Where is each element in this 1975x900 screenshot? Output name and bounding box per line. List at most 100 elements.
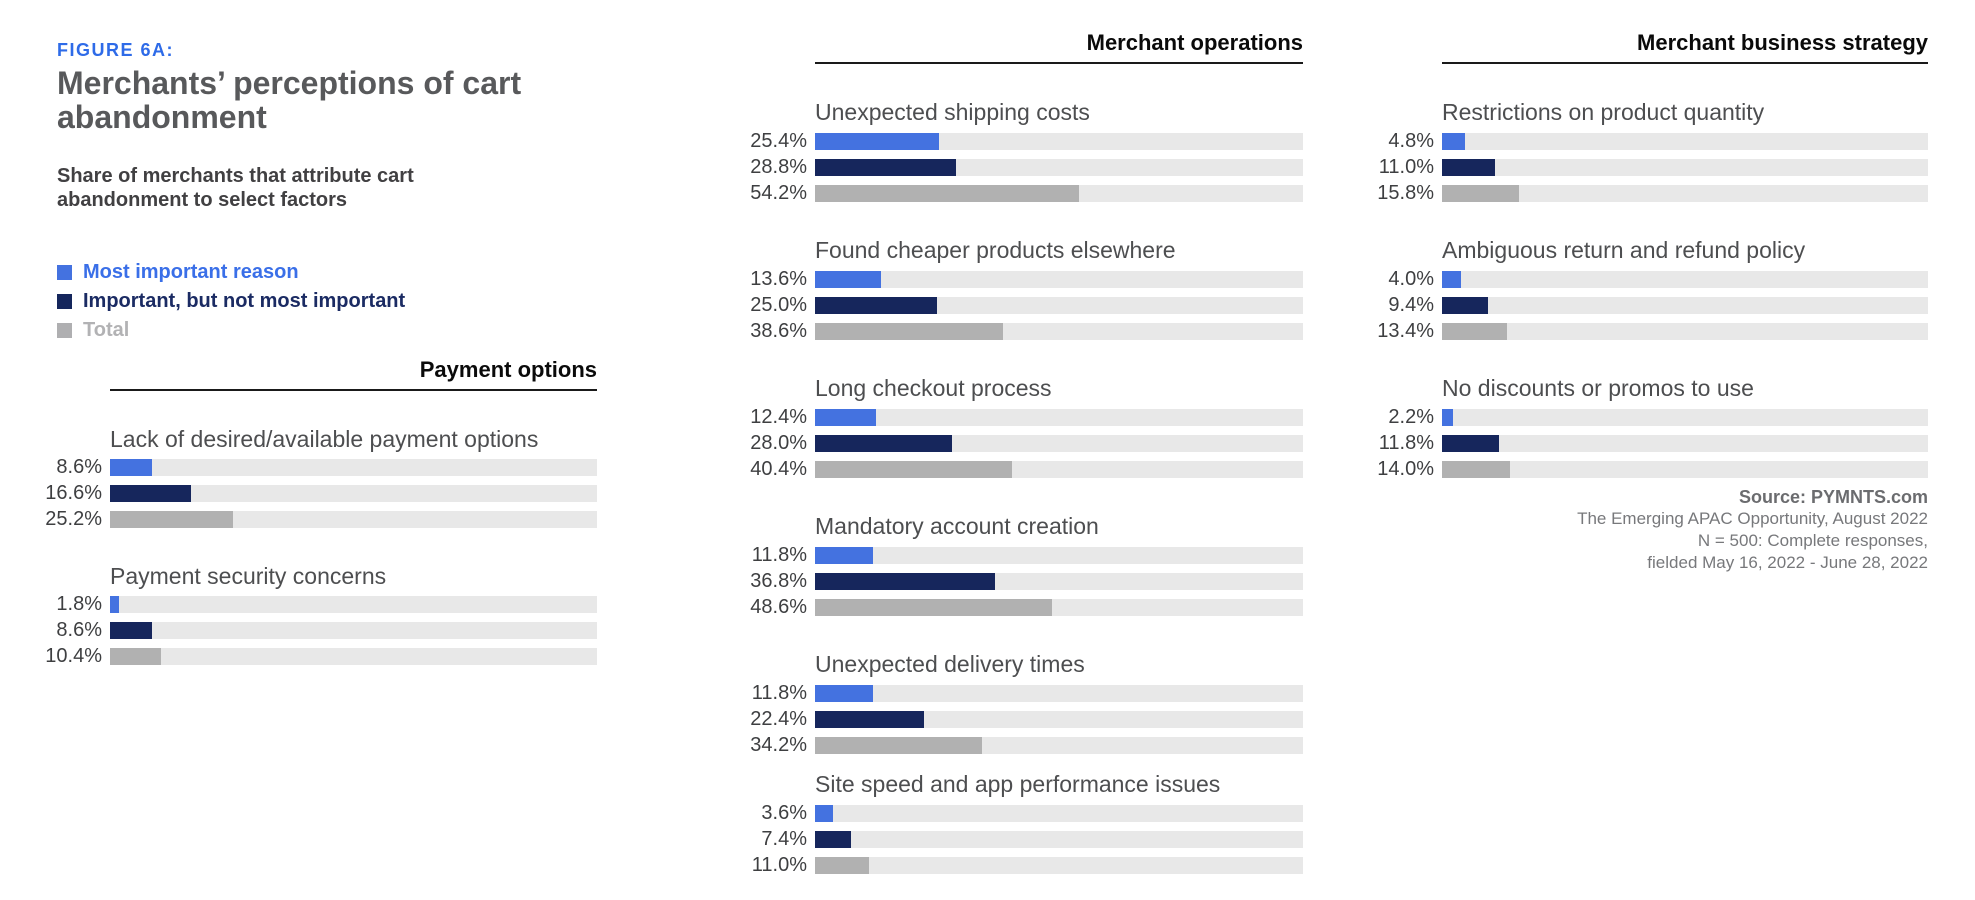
section-payment-options: Payment options Lack of desired/available… [40,357,597,667]
bar-value-label: 25.0% [750,294,807,316]
bar-track [1442,271,1928,288]
bar-row: 25.2% [40,509,597,529]
bar-value-label: 38.6% [750,320,807,342]
bar-track [110,622,597,639]
bar-fill-important-not-most-important [815,711,925,728]
section-header: Payment options [110,357,597,391]
legend-label: Most important reason [83,261,299,283]
bar-group-title: Restrictions on product quantity [1442,99,1765,125]
bar-track [110,596,597,613]
bar-value-label: 8.6% [56,456,102,478]
bar-fill-total [815,185,1080,202]
bar-row: 2.2% [1372,406,1928,428]
bar-fill-total [815,599,1053,616]
bar-group: Found cheaper products elsewhere 13.6% 25.… [745,236,1303,342]
bar-value-label: 9.4% [1388,294,1434,316]
bar-fill-most-important-reason [815,133,939,150]
bar-fill-total [815,461,1013,478]
bar-value-label: 2.2% [1388,406,1434,428]
bar-value-label: 28.0% [750,432,807,454]
bar-value-label: 48.6% [750,596,807,618]
right-column: Merchant business strategy Restrictions o… [1372,30,1928,574]
bar-group-title: Long checkout process [815,375,1052,401]
legend-swatch-icon [57,323,72,338]
section-header: Merchant operations [815,30,1303,64]
bar-value-label: 11.8% [751,682,807,704]
legend-swatch-icon [57,294,72,309]
middle-column: Merchant operations Unexpected shipping c… [745,30,1303,875]
bar-group: Unexpected shipping costs 25.4% 28.8% 54.2% [745,98,1303,203]
bar-track [815,271,1303,288]
bar-track [1442,323,1928,340]
bar-track [815,185,1303,202]
bar-row: 28.0% [745,432,1303,454]
bar-row: 11.8% [745,682,1303,704]
bar-track [815,547,1303,564]
bar-fill-most-important-reason [110,459,152,476]
bar-row: 14.0% [1372,459,1928,479]
bar-fill-most-important-reason [110,596,119,613]
legend-swatch-icon [57,265,72,280]
bar-track [815,573,1303,590]
bar-fill-most-important-reason [1442,409,1453,426]
bar-row: 7.4% [745,828,1303,850]
bar-value-label: 7.4% [761,828,807,850]
bar-row: 28.8% [745,157,1303,177]
bar-group-title: No discounts or promos to use [1442,375,1754,401]
bar-value-label: 11.8% [751,544,807,566]
legend-label: Important, but not most important [83,290,406,312]
bar-track [815,831,1303,848]
bar-fill-important-not-most-important [1442,435,1500,452]
bar-fill-most-important-reason [815,547,873,564]
bar-group: Site speed and app performance issues 3.6… [745,770,1303,875]
bar-value-label: 15.8% [1377,182,1434,204]
bar-track [815,435,1303,452]
source-report-name: The Emerging APAC Opportunity, August 20… [1577,509,1928,528]
bar-group: Ambiguous return and refund policy 4.0% 9.… [1372,236,1928,341]
bar-group: Unexpected delivery times 11.8% 22.4% 34.2% [745,650,1303,755]
section-header: Merchant business strategy [1442,30,1928,64]
bar-group: Mandatory account creation 11.8% 36.8% 48.6… [745,512,1303,618]
bar-track [815,737,1303,754]
bar-fill-total [110,648,161,665]
bar-row: 1.8% [40,593,597,615]
bar-fill-most-important-reason [815,685,873,702]
bar-row: 15.8% [1372,182,1928,204]
bar-group-title: Unexpected shipping costs [815,99,1090,125]
bar-fill-important-not-most-important [110,622,152,639]
source-field-dates: fielded May 16, 2022 - June 28, 2022 [1647,553,1928,572]
source-sample-size: N = 500: Complete responses, [1697,531,1928,550]
bar-track [815,297,1303,314]
bar-value-label: 10.4% [45,645,102,667]
bar-group-title: Lack of desired/available payment option… [110,426,539,452]
bar-fill-total [1442,185,1519,202]
bar-row: 9.4% [1372,294,1928,316]
bar-value-label: 3.6% [761,802,807,824]
bar-group: Restrictions on product quantity 4.8% 11.0… [1372,98,1928,204]
bar-group-title: Site speed and app performance issues [815,771,1221,797]
bar-fill-important-not-most-important [1442,297,1488,314]
bar-value-label: 25.4% [750,130,807,152]
figure-label: FIGURE 6A: [57,40,175,60]
bar-value-label: 13.6% [750,268,807,290]
bar-group-title: Payment security concerns [110,563,387,589]
bar-fill-important-not-most-important [1442,159,1496,176]
bar-track [815,461,1303,478]
bar-track [815,711,1303,728]
bar-value-label: 16.6% [45,482,102,504]
bar-fill-important-not-most-important [110,485,191,502]
figure-subtitle: Share of merchants that attribute cart a… [57,165,414,211]
bar-row: 38.6% [745,320,1303,342]
bar-value-label: 1.8% [56,593,102,615]
bar-track [815,133,1303,150]
figure-title: Merchants’ perceptions of cart abandonme… [57,65,522,135]
bar-track [1442,435,1928,452]
bar-track [1442,185,1928,202]
bar-row: 8.6% [40,456,597,478]
bar-group: Lack of desired/available payment option… [40,425,597,529]
bar-row: 11.0% [1372,157,1928,177]
left-column: FIGURE 6A: Merchants’ perceptions of car… [40,40,597,667]
bar-fill-important-not-most-important [815,831,852,848]
bar-row: 8.6% [40,620,597,640]
bar-value-label: 40.4% [750,458,807,480]
